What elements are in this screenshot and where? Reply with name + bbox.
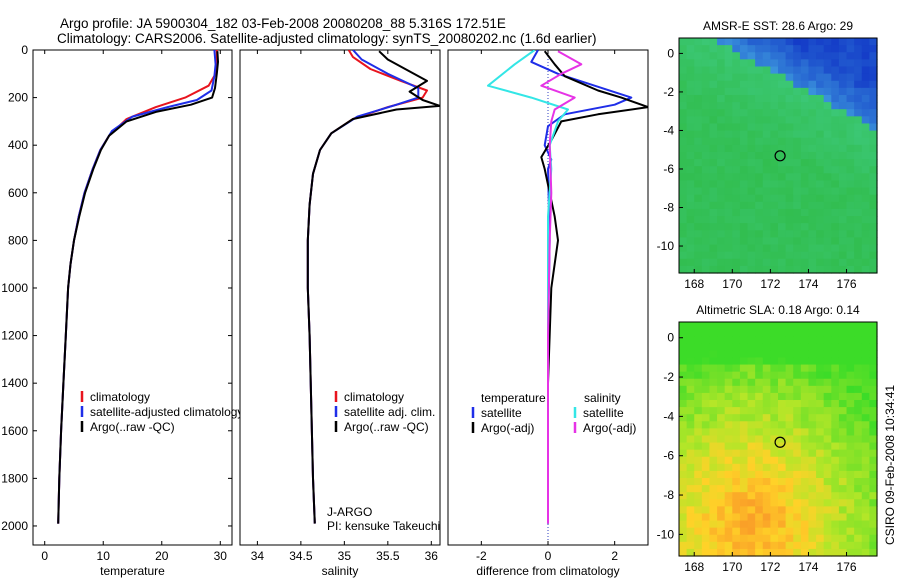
- x-tick-label: 10: [97, 549, 111, 563]
- title-line-2: Climatology: CARS2006. Satellite-adjuste…: [57, 31, 597, 46]
- x-tick-label: 2: [611, 549, 618, 563]
- plot-frame: [32, 49, 233, 546]
- legend-heading-temperature: temperature: [481, 391, 546, 405]
- y-tick-label: 1600: [1, 424, 28, 438]
- series-line-argo-raw-qc-: [57, 51, 219, 524]
- map-cells: [679, 38, 878, 274]
- map-x-tick-label: 176: [837, 560, 857, 574]
- x-tick-label: 35: [338, 549, 352, 563]
- y-tick-label: 1400: [1, 376, 28, 390]
- series-line-argo-raw-qc-: [306, 50, 440, 524]
- x-tick-label: 0: [41, 549, 48, 563]
- map-y-tick-label: -10: [657, 239, 675, 253]
- map-x-tick-label: 176: [837, 277, 857, 291]
- map-y-tick-label: -6: [663, 162, 674, 176]
- map-x-tick-label: 170: [722, 277, 742, 291]
- argo-location-marker: [774, 436, 786, 448]
- map-y-tick-label: -8: [663, 201, 674, 215]
- map-x-tick-label: 174: [798, 560, 818, 574]
- sst-map-panel: AMSR-E SST: 28.6 Argo: 29 168 170 172 174 176…: [657, 19, 878, 291]
- x-axis-label: difference from climatology: [476, 564, 619, 578]
- series-line-argo-adj-s: [540, 50, 583, 524]
- y-tick-label: 1200: [1, 329, 28, 343]
- x-tick-label: -2: [476, 549, 487, 563]
- y-tick-label: 2000: [1, 519, 28, 533]
- x-tick-label: 34.5: [289, 549, 313, 563]
- x-tick-label: 30: [214, 549, 228, 563]
- y-tick-label: 800: [8, 233, 28, 247]
- y-tick-label: 1800: [1, 471, 28, 485]
- map-x-tick-label: 172: [760, 560, 780, 574]
- legend-label: Argo(-adj): [481, 421, 534, 435]
- x-tick-label: 0: [545, 549, 552, 563]
- map-y-tick-label: -6: [663, 449, 674, 463]
- map-y-tick-label: -8: [663, 488, 674, 502]
- footer-credit: CSIRO 09-Feb-2008 10:34:41: [883, 385, 897, 545]
- map-cells: [679, 322, 878, 557]
- x-tick-label: 34: [251, 549, 265, 563]
- map-frame: [678, 37, 878, 274]
- salinity-panel: 34 34.5 35 35.5 36 salinity climatologysatelli…: [239, 49, 441, 578]
- sal-annotation-1: J-ARGO: [327, 505, 372, 519]
- y-tick-label: 1000: [1, 281, 28, 295]
- map-y-tick-label: -10: [657, 527, 675, 541]
- x-tick-label: 36: [425, 549, 439, 563]
- y-tick-label: 200: [8, 91, 28, 105]
- map-x-tick-label: 172: [760, 277, 780, 291]
- map-y-tick-label: -2: [663, 370, 674, 384]
- x-axis-label: salinity: [322, 564, 359, 578]
- plot-frame: [239, 49, 441, 546]
- legend-heading-salinity: salinity: [584, 391, 621, 405]
- map-y-tick-label: -4: [663, 123, 674, 137]
- x-axis-label: temperature: [100, 564, 165, 578]
- temperature-panel: 0 10 20 30 0 200 400 600 800 1000 1200 1400 1600 1800…: [1, 43, 243, 578]
- map-y-tick-label: -4: [663, 409, 674, 423]
- map-title: AMSR-E SST: 28.6 Argo: 29: [703, 19, 853, 33]
- title-line-1: Argo profile: JA 5900304_182 03-Feb-2008…: [60, 16, 506, 31]
- x-tick-label: 20: [155, 549, 169, 563]
- y-tick-label: 0: [21, 43, 28, 57]
- legend-label: satellite: [583, 406, 624, 420]
- legend-label: Argo(..raw -QC): [90, 420, 175, 434]
- map-y-tick-label: 0: [667, 46, 674, 60]
- map-y-tick-label: -2: [663, 85, 674, 99]
- map-frame: [678, 321, 878, 557]
- map-x-tick-label: 168: [684, 560, 704, 574]
- legend-label: climatology: [344, 390, 404, 404]
- map-x-tick-label: 174: [798, 277, 818, 291]
- map-x-tick-label: 168: [684, 277, 704, 291]
- legend-label: Argo(-adj): [583, 421, 636, 435]
- map-y-tick-label: 0: [667, 331, 674, 345]
- y-tick-label: 600: [8, 186, 28, 200]
- map-x-tick-label: 170: [722, 560, 742, 574]
- x-tick-label: 35.5: [376, 549, 400, 563]
- argo-location-marker: [774, 150, 786, 162]
- legend-label: satellite adj. clim.: [344, 405, 435, 419]
- map-title: Altimetric SLA: 0.18 Argo: 0.14: [696, 303, 860, 317]
- y-tick-label: 400: [8, 138, 28, 152]
- sal-annotation-2: PI: kensuke Takeuchi: [327, 519, 440, 533]
- legend-label: climatology: [90, 390, 150, 404]
- legend-label: satellite: [481, 406, 522, 420]
- legend-label: satellite-adjusted climatology: [90, 405, 243, 419]
- legend-label: Argo(..raw -QC): [344, 420, 429, 434]
- sla-map-panel: Altimetric SLA: 0.18 Argo: 0.14 168 170 172…: [657, 303, 878, 574]
